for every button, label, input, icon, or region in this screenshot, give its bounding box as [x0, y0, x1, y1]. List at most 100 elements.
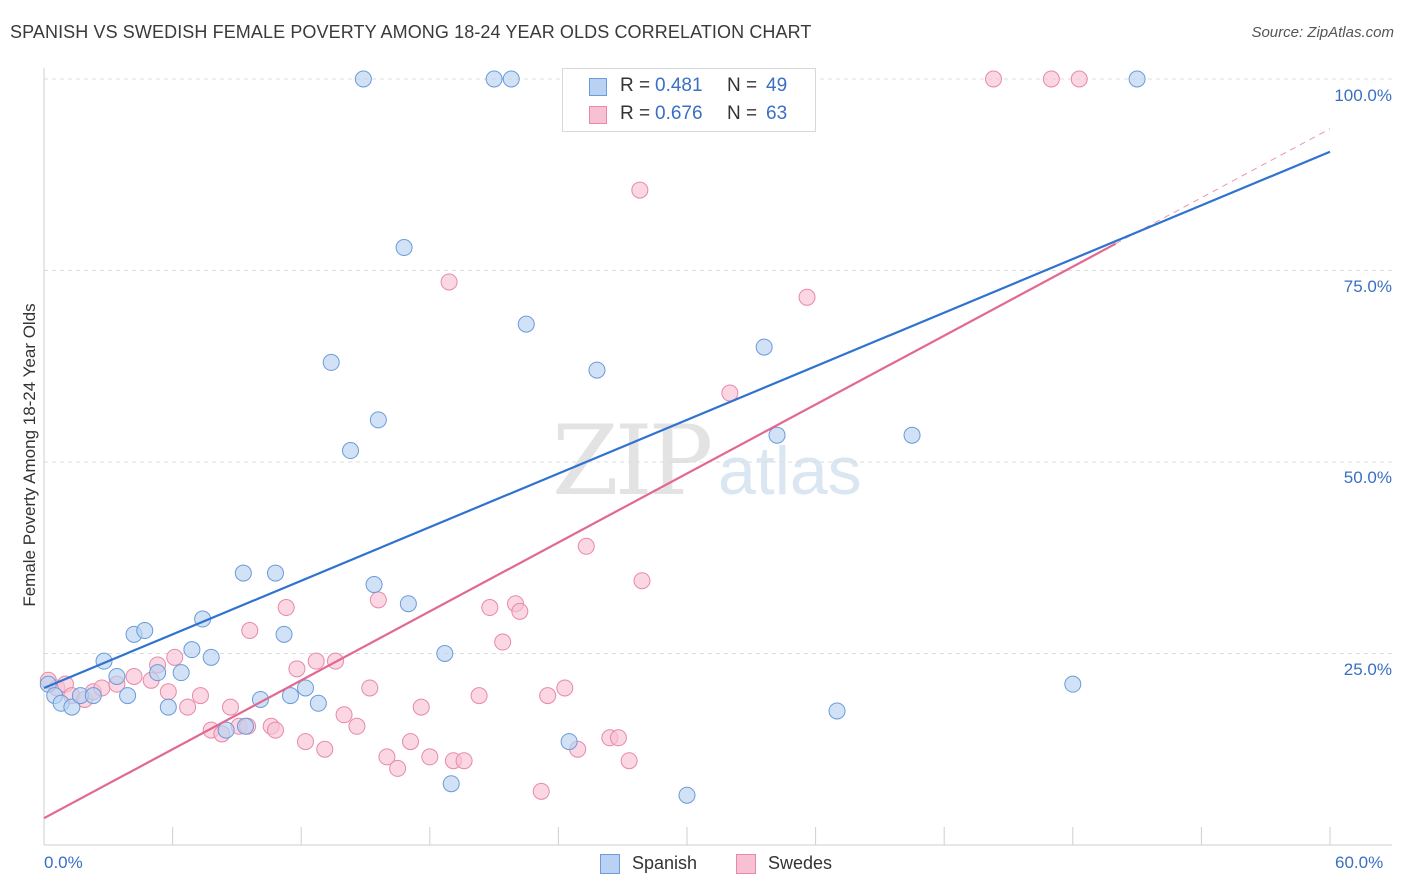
spanish-point	[1128, 70, 1146, 88]
swedes-point	[455, 752, 473, 770]
spanish-point	[309, 694, 327, 712]
spanish-trend-line	[43, 150, 1331, 689]
spanish-point	[108, 667, 126, 685]
spanish-point	[755, 338, 773, 356]
spanish-point	[322, 353, 340, 371]
r-label: R =	[620, 75, 651, 96]
swedes-point	[532, 782, 550, 800]
swedes-point	[369, 591, 387, 609]
spanish-swatch	[589, 78, 607, 96]
swedes-point	[1042, 70, 1060, 88]
spanish-point	[365, 576, 383, 594]
source-credit: Source: ZipAtlas.com	[1251, 24, 1394, 41]
swedes-legend-swatch	[736, 854, 756, 874]
spanish-point	[275, 625, 293, 643]
spanish-point	[236, 717, 254, 735]
swedes-point	[984, 70, 1002, 88]
spanish-point	[436, 645, 454, 662]
spanish-point	[183, 641, 201, 659]
swedes-point	[470, 687, 488, 705]
swedes-point	[577, 537, 595, 555]
swedes-point	[166, 648, 184, 666]
x-tick-label-min: 0.0%	[44, 853, 83, 872]
swedes-trend-extension	[1115, 128, 1331, 245]
swedes-point	[288, 660, 306, 678]
trend-lines	[43, 128, 1331, 820]
spanish-n-value: 49	[766, 75, 788, 96]
swedes-point	[277, 599, 295, 617]
n-label: N =	[727, 103, 758, 124]
swedes-point	[631, 181, 649, 199]
swedes-point	[241, 622, 259, 640]
spanish-point	[485, 70, 503, 88]
swedes-point	[191, 687, 209, 705]
swedes-point	[1070, 70, 1088, 88]
spanish-point	[234, 564, 252, 582]
swedes-point	[335, 706, 353, 724]
swedes-point	[125, 667, 143, 685]
spanish-point	[296, 679, 314, 697]
watermark-atlas: atlas	[718, 433, 862, 509]
spanish-legend-label: Spanish	[632, 853, 698, 873]
swedes-point	[494, 633, 512, 651]
swedes-point	[307, 652, 325, 670]
swedes-point	[159, 683, 177, 701]
swedes-point	[481, 599, 499, 617]
swedes-point	[361, 679, 379, 697]
swedes-point	[402, 733, 420, 751]
spanish-point	[517, 315, 535, 333]
swedes-point	[798, 288, 816, 306]
swedes-point	[412, 698, 430, 716]
spanish-point	[202, 648, 220, 666]
spanish-point	[678, 786, 696, 804]
spanish-point	[159, 698, 177, 716]
swedes-point	[556, 679, 574, 697]
spanish-point	[502, 70, 520, 88]
spanish-point	[903, 426, 921, 444]
spanish-r-value: 0.481	[655, 75, 703, 96]
swedes-point	[296, 733, 314, 751]
y-tick-label-25: 25.0%	[1343, 660, 1392, 679]
swedes-point	[609, 729, 627, 747]
spanish-point	[369, 411, 387, 429]
y-tick-label-75: 75.0%	[1343, 277, 1392, 296]
swedes-trend-line	[43, 242, 1117, 820]
spanish-point	[266, 564, 284, 582]
x-axis	[43, 68, 1392, 846]
swedes-point	[389, 759, 407, 777]
swedes-point	[266, 721, 284, 739]
swedes-n-value: 63	[766, 103, 788, 124]
spanish-point	[172, 664, 190, 682]
spanish-legend-swatch	[600, 854, 620, 874]
y-tick-label-50: 50.0%	[1343, 468, 1392, 487]
spanish-point	[442, 775, 460, 793]
correlation-legend: R = 0.481 N = 49 R = 0.676 N = 63	[562, 68, 816, 132]
swedes-points	[39, 70, 1088, 800]
swedes-point	[440, 273, 458, 291]
spanish-points	[39, 70, 1146, 804]
swedes-point	[348, 717, 366, 735]
spanish-point	[136, 622, 154, 640]
spanish-point	[588, 361, 606, 379]
swedes-point	[539, 687, 557, 705]
y-tick-label-100: 100.0%	[1334, 86, 1392, 105]
spanish-point	[341, 442, 359, 460]
spanish-point	[63, 698, 81, 716]
swedes-r-value: 0.676	[655, 103, 703, 124]
swedes-legend-label: Swedes	[768, 853, 833, 873]
spanish-point	[399, 595, 417, 613]
chart-title: SPANISH VS SWEDISH FEMALE POVERTY AMONG …	[10, 22, 812, 42]
spanish-point	[119, 687, 137, 705]
spanish-point	[828, 702, 846, 720]
swedes-swatch	[589, 106, 607, 124]
r-label: R =	[620, 103, 651, 124]
spanish-point	[1064, 675, 1082, 693]
spanish-point	[560, 733, 578, 751]
swedes-point	[633, 572, 651, 590]
spanish-point	[217, 721, 235, 739]
spanish-point	[768, 426, 786, 444]
spanish-point	[84, 687, 102, 705]
swedes-point	[221, 698, 239, 716]
swedes-point	[421, 748, 439, 766]
